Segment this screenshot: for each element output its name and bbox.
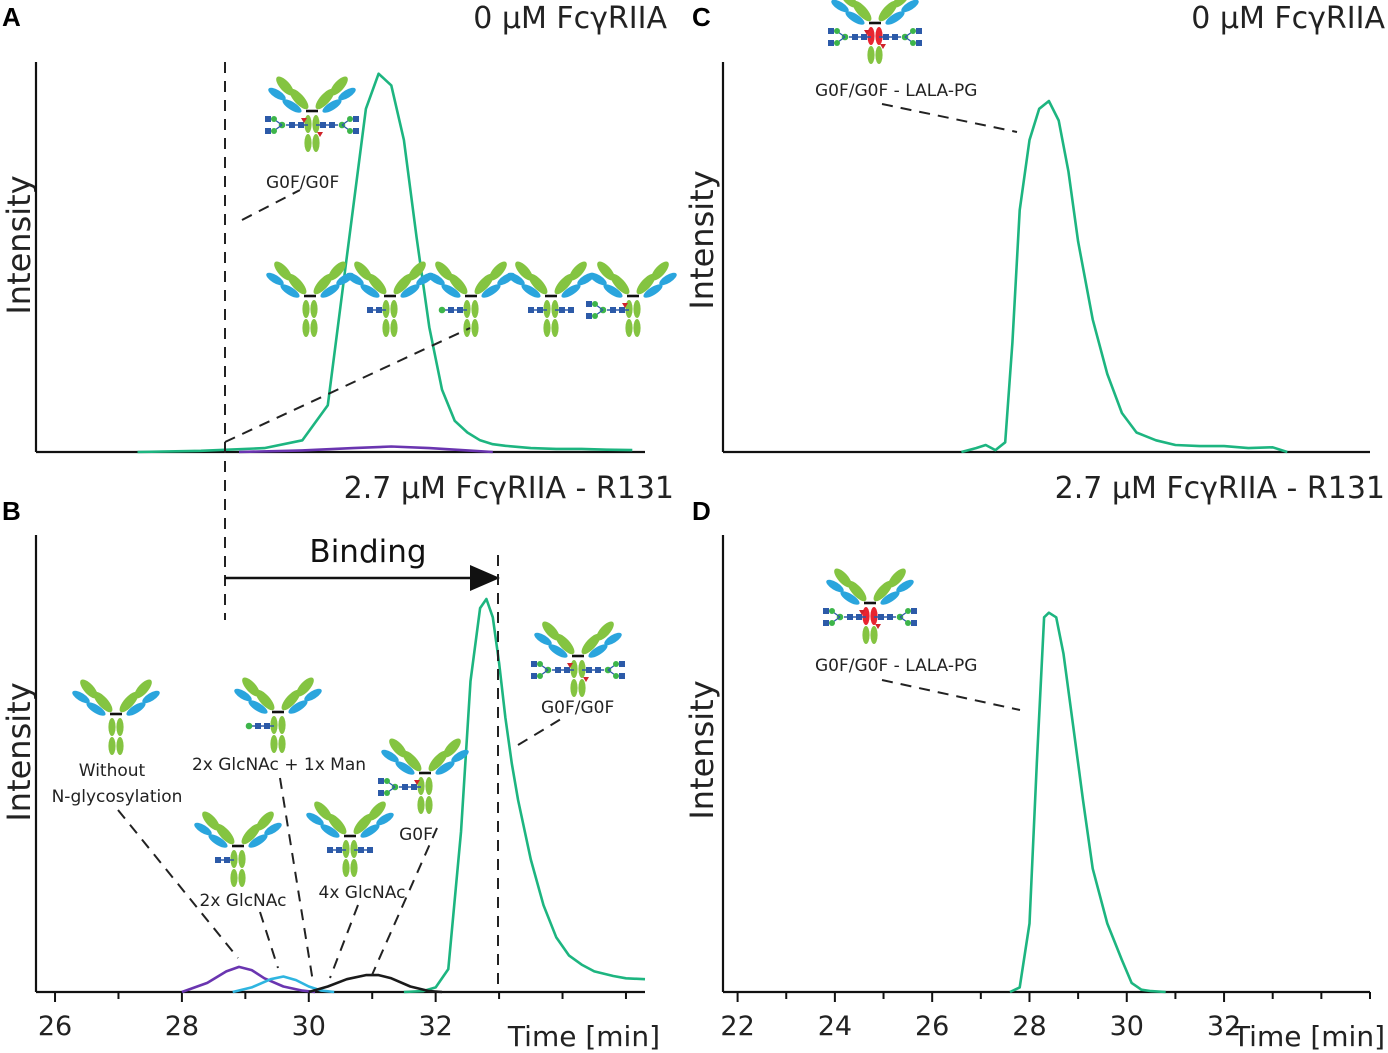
series-group-b <box>181 597 646 994</box>
annotation-without-line1: Without <box>79 761 146 781</box>
binding-arrow-head-icon <box>470 565 500 591</box>
y-axis-label-b: Intensity <box>0 682 38 821</box>
antibody-lala-pg-icon-c <box>827 0 923 66</box>
antibody-g0f-icon-b <box>377 734 472 816</box>
leader-line-b-glcnac-man <box>279 777 314 983</box>
leader-line-b-g0f <box>371 827 438 976</box>
series-line-a-1 <box>238 445 493 454</box>
condition-label-d: 2.7 μM FcγRIIA - R131 <box>1055 471 1385 506</box>
series-line-a-0 <box>137 72 633 454</box>
antibody-2x-glcnac-icon-b <box>191 807 285 889</box>
annotation-glcnac-man: 2x GlcNAc + 1x Man <box>192 755 366 775</box>
condition-label-c: 0 μM FcγRIIA <box>1191 1 1385 36</box>
antibody-glcnac-man-icon <box>424 257 518 339</box>
series-line-b-0 <box>403 597 646 994</box>
series-line-d-0 <box>1009 611 1166 994</box>
antibody-g0f-g0f-icon <box>264 72 360 154</box>
panel-letter-a: A <box>2 2 21 32</box>
annotation-lala-d: G0F/G0F - LALA-PG <box>815 656 977 676</box>
panel-d: D 2.7 μM FcγRIIA - R131 Intensity 22 24 26… <box>683 471 1385 1053</box>
x-tick-label-b-28: 28 <box>165 1011 199 1042</box>
series-line-c-0 <box>961 99 1288 454</box>
panel-b: B 2.7 μM FcγRIIA - R131 Intensity 26 28 30… <box>0 471 674 1053</box>
series-line-b-1 <box>181 965 316 994</box>
leader-line-b-g0fg0f <box>517 715 567 746</box>
annotation-g0f-g0f-a: G0F/G0F <box>266 173 339 193</box>
antibody-lala-pg-icon-d <box>822 564 918 646</box>
x-axis-label-b: Time [min] <box>507 1020 660 1053</box>
annotation-g0f-g0f-b: G0F/G0F <box>541 698 614 718</box>
x-tick-label-b-32: 32 <box>418 1011 452 1042</box>
x-tick-label-d-26: 26 <box>915 1011 949 1042</box>
panel-a: A 0 μM FcγRIIA Intensity G0F/G0F <box>0 1 680 454</box>
x-tick-label-d-22: 22 <box>720 1011 754 1042</box>
annotation-g0f: G0F <box>399 825 433 845</box>
x-tick-label-d-30: 30 <box>1110 1011 1144 1042</box>
y-axis-label-d: Intensity <box>683 680 721 819</box>
x-axis-label-d: Time [min] <box>1232 1020 1385 1053</box>
series-group-a <box>137 72 633 454</box>
series-group-d <box>1009 611 1166 994</box>
y-axis-label-a: Intensity <box>0 175 38 314</box>
panel-letter-c: C <box>692 2 711 32</box>
annotation-2x-glcnac: 2x GlcNAc <box>200 891 287 911</box>
leader-line-b-4x-glcnac <box>329 904 359 979</box>
condition-label-a: 0 μM FcγRIIA <box>473 1 667 36</box>
antibody-4x-glcnac-icon-b <box>303 797 397 879</box>
antibody-4x-glcnac-icon <box>504 257 598 339</box>
series-group-c <box>961 99 1288 454</box>
series-line-b-3 <box>308 973 443 994</box>
x-tick-label-b-26: 26 <box>38 1011 72 1042</box>
binding-label: Binding <box>309 534 426 570</box>
leader-line-b-without <box>117 809 239 959</box>
leader-line-d <box>881 679 1021 711</box>
annotation-4x-glcnac: 4x GlcNAc <box>319 883 406 903</box>
panel-letter-d: D <box>692 496 711 526</box>
leader-line-a2 <box>224 327 471 443</box>
x-ticks-d: 22 24 26 28 30 32 <box>720 992 1371 1042</box>
antibody-without-glycosylation-icon <box>69 675 163 757</box>
leader-line-a1 <box>241 189 301 221</box>
antibody-g0f-g0f-icon-b <box>530 617 626 699</box>
leader-line-b-2x-glcnac <box>259 911 279 969</box>
annotation-lala-c: G0F/G0F - LALA-PG <box>815 81 977 101</box>
panel-letter-b: B <box>2 496 21 526</box>
antibody-g0f-icon <box>585 257 680 339</box>
antibody-2x-glcnac-icon <box>343 257 437 339</box>
annotation-without-line2: N-glycosylation <box>52 787 183 807</box>
panel-c: C 0 μM FcγRIIA Intensity G0F/G0F - LALA-… <box>683 0 1385 454</box>
x-tick-label-b-30: 30 <box>292 1011 326 1042</box>
y-axis-label-c: Intensity <box>683 170 721 309</box>
antibody-glcnac-man-icon-b <box>231 673 325 755</box>
x-tick-label-d-24: 24 <box>818 1011 852 1042</box>
condition-label-b: 2.7 μM FcγRIIA - R131 <box>344 471 674 506</box>
leader-line-c <box>881 103 1018 133</box>
x-ticks-b: 26 28 30 32 <box>38 992 627 1042</box>
x-tick-label-d-32: 32 <box>1207 1011 1241 1042</box>
x-tick-label-d-28: 28 <box>1012 1011 1046 1042</box>
